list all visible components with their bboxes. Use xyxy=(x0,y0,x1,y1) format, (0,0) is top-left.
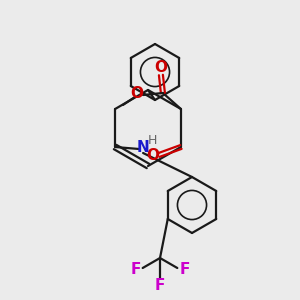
Text: F: F xyxy=(179,262,190,278)
Text: O: O xyxy=(146,148,159,163)
Text: H: H xyxy=(147,134,157,148)
Text: O: O xyxy=(154,61,167,76)
Text: O: O xyxy=(130,85,143,100)
Text: F: F xyxy=(155,278,165,292)
Text: F: F xyxy=(130,262,141,278)
Text: N: N xyxy=(137,140,149,155)
